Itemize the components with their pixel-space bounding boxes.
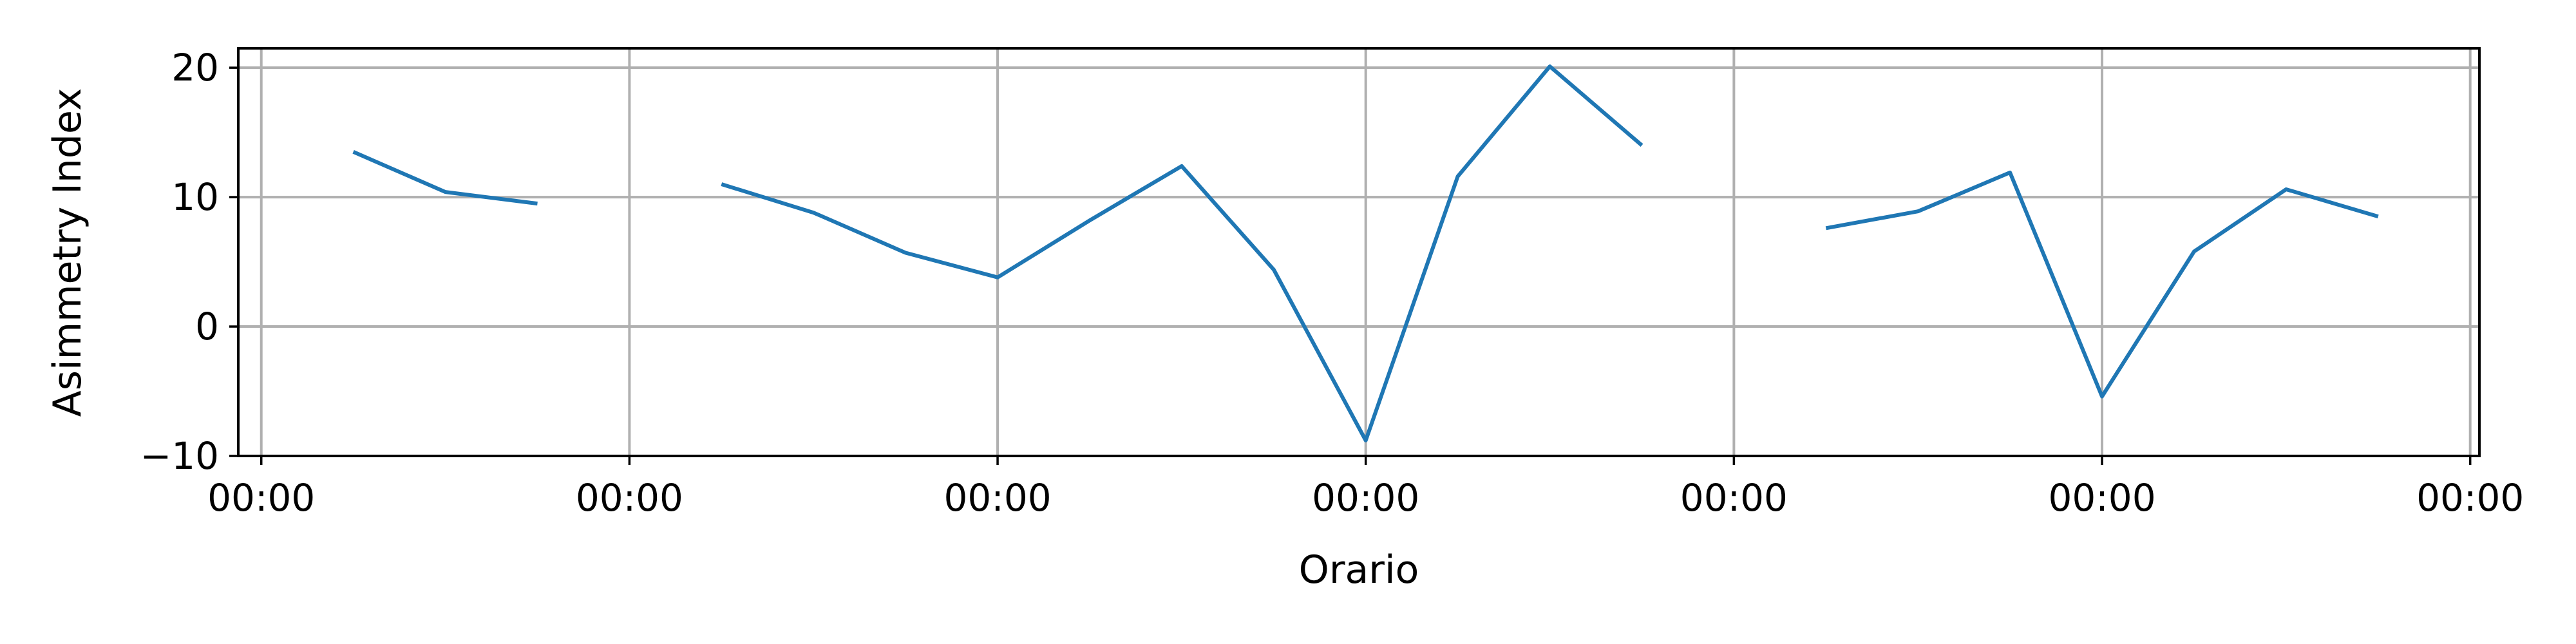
x-axis-label: Orario [1299,547,1419,592]
x-tick-label: 00:00 [943,476,1051,520]
x-tick-label: 00:00 [2048,476,2155,520]
x-tick-label: 00:00 [1312,476,1419,520]
series-layer [352,64,2379,442]
series-line-segment [352,150,538,206]
series-line-segment [721,64,1643,442]
y-tick-label: −10 [140,434,219,478]
x-tick-label: 00:00 [1680,476,1788,520]
grid-lines [238,48,2479,457]
axis-ticks: 00:00 00:00 00:00 00:00 00:00 00:00 00:00−1001… [140,46,2524,520]
y-tick-label: 0 [195,305,219,348]
x-tick-label: 00:00 [207,476,315,520]
y-tick-label: 10 [171,175,219,219]
plot-frame [237,47,2481,457]
series-line-segment [1825,170,2379,399]
y-tick-label: 20 [171,46,219,90]
x-tick-label: 00:00 [2416,476,2524,520]
x-tick-label: 00:00 [576,476,683,520]
y-axis-label: Asimmetry Index [45,88,90,417]
